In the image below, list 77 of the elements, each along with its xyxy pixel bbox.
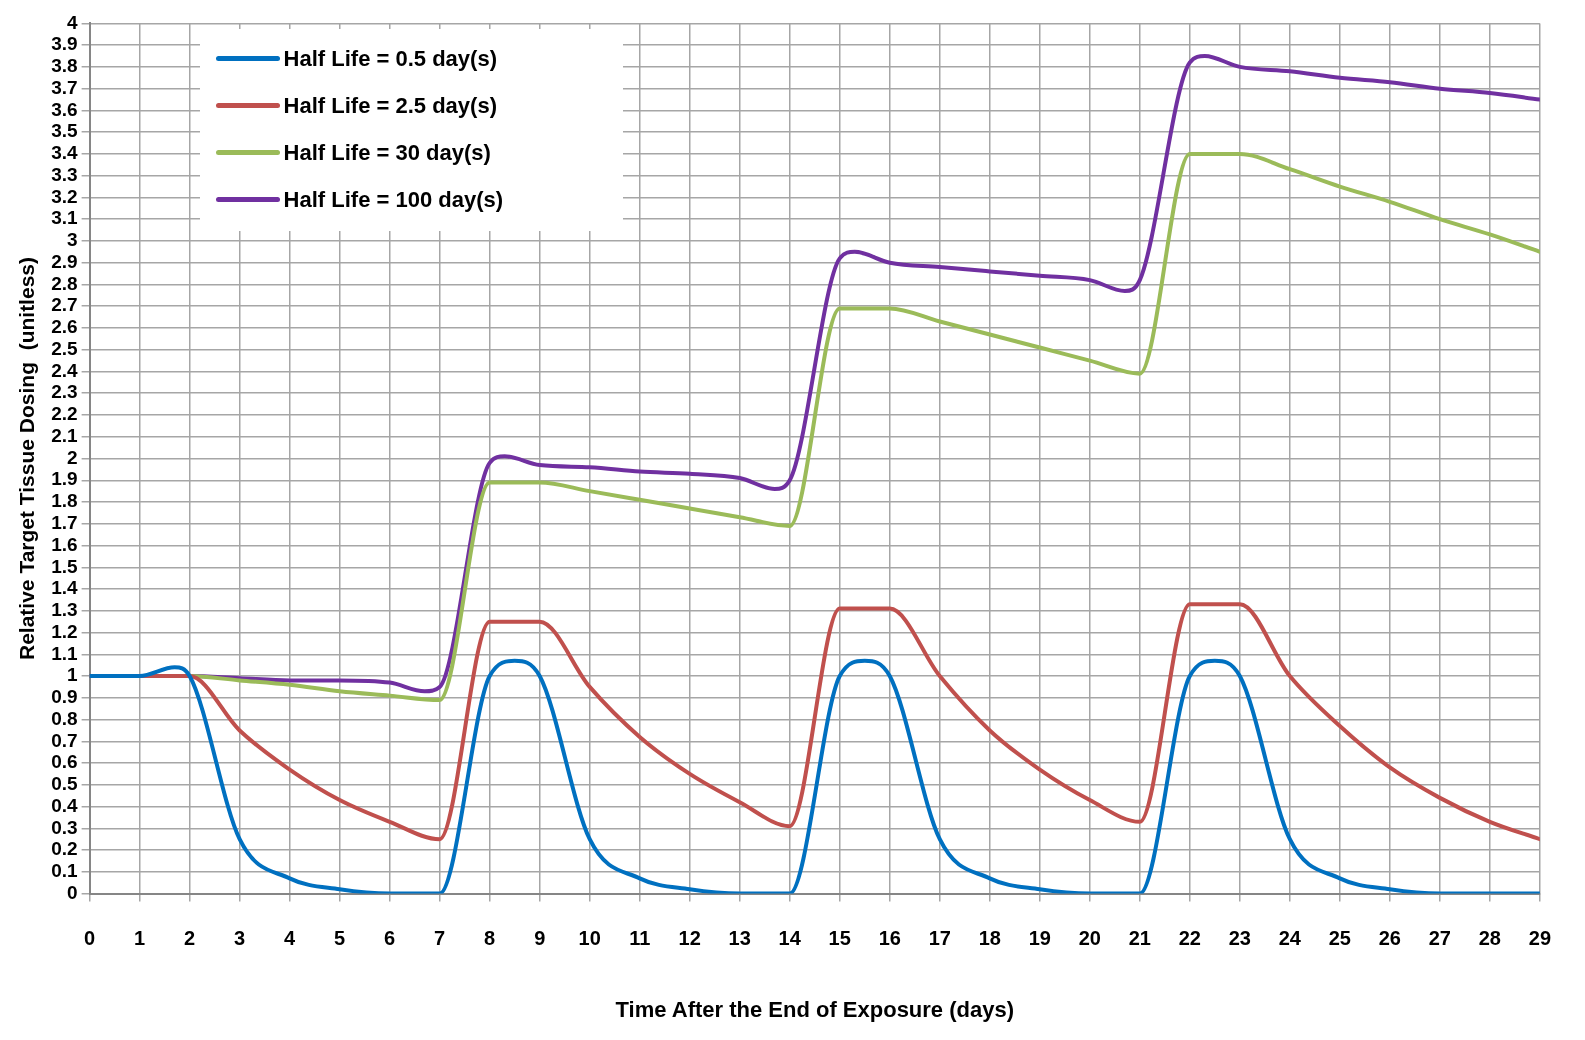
- y-tick-label: 0.4: [51, 794, 79, 816]
- x-tick-label: 27: [1428, 927, 1451, 950]
- y-tick-label: 2.9: [51, 250, 78, 272]
- x-tick-label: 20: [1078, 927, 1101, 950]
- y-tick-label: 1.9: [51, 468, 78, 490]
- x-tick-label: 29: [1528, 927, 1551, 950]
- y-tick-label: 1.4: [51, 577, 79, 599]
- x-tick-label: 8: [484, 927, 496, 950]
- x-tick-label: 14: [778, 927, 802, 950]
- legend-label: Half Life = 30 day(s): [283, 139, 491, 166]
- x-tick-label: 24: [1278, 927, 1302, 950]
- y-tick-label: 2.2: [51, 403, 78, 425]
- x-tick-label: 12: [678, 927, 701, 950]
- x-tick-label: 21: [1128, 927, 1151, 950]
- x-tick-label: 10: [578, 927, 601, 950]
- x-tick-label: 4: [284, 927, 297, 950]
- y-tick-label: 3.3: [51, 163, 78, 185]
- y-tick-label: 0.5: [51, 773, 79, 795]
- y-axis-title: Relative Target Tissue Dosing (unitless): [15, 257, 39, 660]
- y-tick-label: 3.5: [51, 120, 79, 142]
- x-axis-title: Time After the End of Exposure (days): [615, 996, 1014, 1022]
- y-tick-label: 0.6: [51, 751, 78, 773]
- x-tick-label: 11: [629, 927, 651, 950]
- x-tick-label: 25: [1328, 927, 1351, 950]
- x-tick-label: 2: [184, 927, 196, 950]
- x-tick-label: 26: [1378, 927, 1401, 950]
- x-tick-label: 3: [234, 927, 246, 950]
- y-tick-label: 2.1: [51, 424, 79, 446]
- y-tick-label: 2.7: [51, 294, 78, 316]
- legend-label: Half Life = 100 day(s): [283, 186, 504, 213]
- y-tick-label: 2.6: [51, 316, 78, 338]
- x-tick-label: 1: [134, 927, 146, 950]
- x-tick-label: 28: [1478, 927, 1501, 950]
- y-tick-label: 4: [67, 11, 79, 33]
- x-tick-label: 19: [1028, 927, 1051, 950]
- y-tick-label: 1.3: [51, 599, 78, 621]
- x-tick-label: 9: [534, 927, 546, 950]
- x-tick-label: 15: [828, 927, 851, 950]
- x-tick-label: 18: [978, 927, 1001, 950]
- y-tick-label: 1.7: [51, 512, 78, 533]
- y-tick-label: 3.9: [51, 33, 78, 55]
- x-tick-label: 22: [1178, 927, 1201, 950]
- x-tick-label: 23: [1228, 927, 1251, 950]
- legend-label: Half Life = 2.5 day(s): [283, 92, 497, 119]
- y-tick-label: 0: [67, 881, 78, 903]
- x-tick-label: 6: [384, 927, 396, 950]
- y-tick-label: 2.3: [51, 381, 78, 403]
- y-tick-label: 3: [67, 229, 78, 251]
- y-tick-label: 3.8: [51, 55, 78, 77]
- y-tick-label: 0.7: [51, 729, 78, 751]
- y-tick-label: 0.2: [51, 838, 78, 860]
- y-tick-label: 3.7: [51, 76, 78, 98]
- legend-label: Half Life = 0.5 day(s): [283, 45, 497, 72]
- y-tick-label: 2.8: [51, 272, 78, 294]
- y-tick-label: 0.9: [51, 686, 78, 708]
- y-tick-label: 3.2: [51, 185, 78, 207]
- y-tick-label: 0.8: [51, 707, 78, 729]
- y-tick-label: 1.6: [51, 533, 78, 555]
- y-tick-label: 1.1: [51, 642, 79, 664]
- x-tick-label: 0: [84, 927, 96, 950]
- x-tick-label: 7: [434, 927, 446, 950]
- y-tick-label: 3.1: [51, 207, 79, 229]
- y-tick-label: 2.5: [51, 337, 79, 359]
- y-tick-label: 1.2: [51, 620, 78, 642]
- y-tick-label: 1: [67, 664, 79, 686]
- y-tick-label: 1.5: [51, 555, 79, 577]
- y-tick-label: 3.4: [51, 142, 79, 164]
- y-tick-label: 0.3: [51, 816, 78, 838]
- y-tick-label: 3.6: [51, 98, 78, 120]
- x-tick-label: 13: [728, 927, 751, 950]
- y-tick-label: 2.4: [51, 359, 79, 381]
- y-tick-label: 0.1: [51, 860, 79, 882]
- y-tick-label: 2: [67, 446, 78, 468]
- x-tick-label: 17: [928, 927, 951, 950]
- y-tick-label: 1.8: [51, 490, 78, 512]
- x-tick-label: 5: [334, 927, 346, 950]
- x-tick-label: 16: [878, 927, 901, 950]
